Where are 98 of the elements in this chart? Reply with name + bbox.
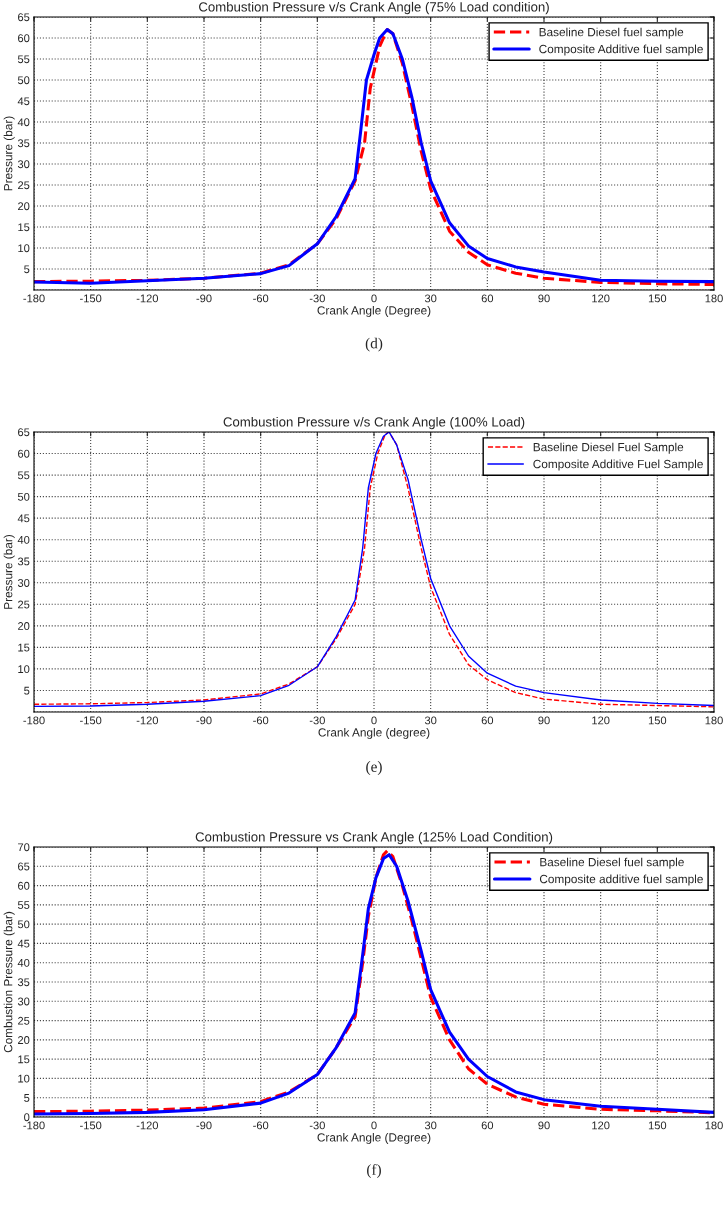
x-tick-label: -120 xyxy=(136,716,159,725)
x-tick-label: -30 xyxy=(309,1121,325,1130)
y-tick-label: 60 xyxy=(18,449,30,458)
x-tick-label: -60 xyxy=(253,716,269,725)
x-tick-label: 150 xyxy=(648,294,667,303)
y-tick-label: 35 xyxy=(17,557,30,566)
x-tick-label: 60 xyxy=(481,1121,494,1130)
x-tick-label: -120 xyxy=(136,294,159,303)
y-tick-label: 40 xyxy=(17,958,30,967)
y-tick-label: 10 xyxy=(18,244,30,253)
x-tick-label: 180 xyxy=(705,294,723,303)
x-tick-label: -30 xyxy=(309,716,325,725)
x-tick-label: -30 xyxy=(309,294,325,303)
y-tick-label: 55 xyxy=(17,901,30,909)
x-tick-label: 180 xyxy=(705,1121,723,1130)
x-tick-label: 30 xyxy=(424,294,437,303)
y-tick-label: 35 xyxy=(17,139,30,148)
chart-title: Combustion Pressure v/s Crank Angle (100% Load) xyxy=(223,416,525,430)
y-tick-label: 15 xyxy=(18,223,30,232)
y-tick-label: 45 xyxy=(17,514,30,523)
x-tick-label: -90 xyxy=(196,1121,212,1130)
y-tick-label: 65 xyxy=(18,862,30,871)
legend-label: Composite Additive fuel sample xyxy=(539,44,703,56)
x-tick-label: -180 xyxy=(23,716,45,725)
x-tick-label: 0 xyxy=(371,1121,377,1130)
y-tick-label: 30 xyxy=(17,579,30,587)
y-tick-label: 25 xyxy=(18,600,30,609)
y-tick-label: 5 xyxy=(24,686,30,695)
y-tick-label: 5 xyxy=(24,1094,30,1102)
y-tick-label: 70 xyxy=(18,843,30,852)
x-tick-label: -180 xyxy=(23,294,45,303)
x-tick-label: 120 xyxy=(592,294,610,303)
y-tick-label: 20 xyxy=(18,1036,30,1044)
x-tick-label: 30 xyxy=(424,716,437,725)
x-tick-label: -120 xyxy=(136,1121,159,1130)
y-tick-label: 30 xyxy=(17,160,30,169)
y-tick-label: 20 xyxy=(18,622,30,630)
y-tick-label: 50 xyxy=(17,920,30,929)
y-tick-label: 40 xyxy=(17,535,30,544)
x-tick-label: -150 xyxy=(80,1121,102,1130)
y-tick-label: 0 xyxy=(24,1113,30,1122)
text: (e) xyxy=(366,761,382,775)
x-tick-label: 30 xyxy=(424,1121,437,1130)
y-tick-label: 65 xyxy=(18,428,30,437)
x-tick-label: 150 xyxy=(648,1121,667,1130)
x-tick-label: 180 xyxy=(705,716,723,725)
legend-label: Baseline Diesel Fuel Sample xyxy=(533,442,684,454)
x-axis-title: Crank Angle (Degree) xyxy=(317,1132,431,1144)
legend-label: Composite additive fuel sample xyxy=(539,874,703,886)
y-tick-label: 15 xyxy=(18,643,30,652)
x-tick-label: -150 xyxy=(80,716,102,725)
legend-label: Composite Additive Fuel Sample xyxy=(533,459,703,471)
x-tick-label: 0 xyxy=(371,294,377,303)
y-tick-label: 50 xyxy=(17,492,30,501)
y-axis-title: Pressure (bar) xyxy=(3,116,15,191)
x-tick-label: 0 xyxy=(371,716,377,725)
y-tick-label: 60 xyxy=(18,881,30,890)
chart-title: Combustion Pressure vs Crank Angle (125% Load Condition) xyxy=(195,831,553,845)
y-tick-label: 25 xyxy=(18,1016,30,1025)
x-tick-label: 120 xyxy=(592,1121,610,1130)
x-tick-label: 90 xyxy=(538,716,550,725)
x-tick-label: 60 xyxy=(481,294,494,303)
x-tick-label: -90 xyxy=(196,294,212,303)
y-tick-label: 45 xyxy=(17,97,30,106)
text: (d) xyxy=(365,337,383,352)
y-tick-label: 10 xyxy=(18,665,30,674)
legend-label: Baseline Diesel fuel sample xyxy=(539,27,684,39)
y-tick-label: 55 xyxy=(17,471,30,480)
y-tick-label: 5 xyxy=(24,265,30,274)
x-tick-label: 120 xyxy=(592,716,610,725)
y-tick-label: 20 xyxy=(18,202,30,211)
y-axis-title: Combustion Pressure (bar) xyxy=(3,911,15,1053)
legend-label: Baseline Diesel fuel sample xyxy=(540,857,684,869)
y-tick-label: 60 xyxy=(18,34,30,43)
x-tick-label: 90 xyxy=(538,294,550,303)
y-tick-label: 65 xyxy=(18,13,30,22)
y-tick-label: 50 xyxy=(17,76,30,85)
y-tick-label: 55 xyxy=(17,55,30,64)
y-tick-label: 30 xyxy=(17,997,30,1006)
y-tick-label: 45 xyxy=(17,939,30,948)
text: (f) xyxy=(367,1163,381,1179)
x-tick-label: -180 xyxy=(23,1121,45,1130)
y-tick-label: 25 xyxy=(18,181,30,190)
x-tick-label: 90 xyxy=(538,1121,550,1130)
x-tick-label: -60 xyxy=(253,294,269,303)
x-tick-label: -150 xyxy=(80,294,102,303)
y-axis-title: Pressure (bar) xyxy=(3,535,15,609)
x-tick-label: -60 xyxy=(253,1121,269,1130)
x-axis-title: Crank Angle (Degree) xyxy=(317,305,431,317)
y-tick-label: 10 xyxy=(18,1074,30,1083)
y-tick-label: 35 xyxy=(17,978,30,987)
x-axis-title: Crank Angle (degree) xyxy=(318,727,430,739)
y-tick-label: 15 xyxy=(18,1055,30,1064)
y-tick-label: 40 xyxy=(17,118,30,127)
x-tick-label: -90 xyxy=(196,716,212,725)
x-tick-label: 150 xyxy=(648,716,667,725)
chart-title: Combustion Pressure v/s Crank Angle (75% Load condition) xyxy=(199,1,549,15)
x-tick-label: 60 xyxy=(481,716,494,725)
